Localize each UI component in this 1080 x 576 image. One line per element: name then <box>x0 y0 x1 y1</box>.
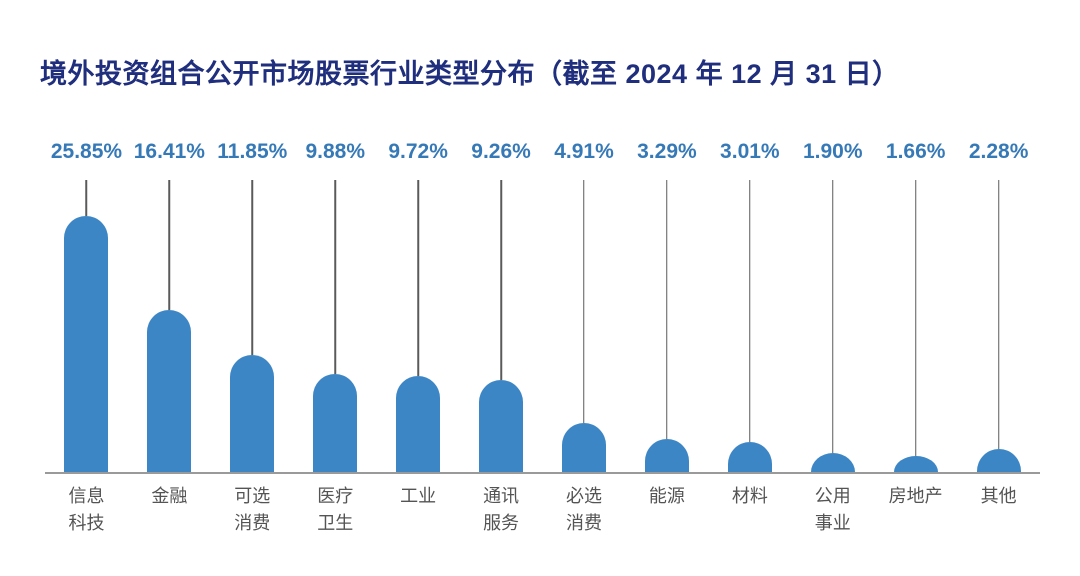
value-label: 2.28% <box>968 140 1029 163</box>
bar-column: 9.88% <box>294 140 377 472</box>
bar <box>313 374 358 472</box>
category-label: 工业 <box>400 485 437 506</box>
value-label: 9.26% <box>471 140 531 163</box>
value-label: 25.85% <box>50 140 123 163</box>
bar <box>479 380 524 472</box>
bar <box>976 449 1021 472</box>
bar-column: 11.85% <box>211 140 294 472</box>
stem-line <box>251 180 254 355</box>
bar <box>644 439 689 472</box>
stem-line <box>500 180 502 380</box>
bar <box>147 310 192 472</box>
x-axis-line <box>45 472 1040 474</box>
value-label: 9.88% <box>305 140 365 163</box>
bar-column: 3.01% <box>708 140 791 472</box>
bar-column: 4.91% <box>543 140 626 472</box>
value-label: 9.72% <box>388 140 448 163</box>
bar-chart: 25.85% 16.41% 11.85% 9.88% 9.72% 9.26% 4… <box>45 140 1040 537</box>
stem-line <box>914 180 917 456</box>
category-label: 材料 <box>731 485 768 506</box>
value-label: 1.66% <box>885 140 946 163</box>
stem-line <box>417 180 419 376</box>
category-label: 能源 <box>648 485 685 506</box>
value-label: 1.90% <box>802 140 863 163</box>
bar-column: 9.72% <box>377 140 460 472</box>
value-label: 4.91% <box>554 140 614 163</box>
value-label: 11.85% <box>217 140 288 163</box>
stem-line <box>85 180 88 216</box>
category-label: 必选 消费 <box>565 485 602 533</box>
value-label: 16.41% <box>133 140 205 163</box>
category-label: 可选 消费 <box>234 485 271 533</box>
category-label: 其他 <box>980 485 1017 506</box>
stem-line <box>334 180 336 374</box>
bar <box>64 216 109 472</box>
bar <box>727 442 772 472</box>
bar-column: 2.28% <box>957 140 1040 472</box>
stem-line <box>583 180 585 423</box>
page-title: 境外投资组合公开市场股票行业类型分布（截至 2024 年 12 月 31 日） <box>40 59 900 89</box>
category-label: 公用 事业 <box>814 485 851 533</box>
bar <box>230 355 275 472</box>
stem-line <box>168 180 171 310</box>
bar <box>396 376 441 472</box>
category-label: 房地产 <box>888 485 943 506</box>
bar-column: 1.66% <box>874 140 957 472</box>
bar <box>561 423 606 472</box>
stem-line <box>666 180 668 439</box>
category-label: 信息 科技 <box>68 485 105 533</box>
stem-line <box>997 180 1000 449</box>
value-label: 3.29% <box>637 140 697 163</box>
stem-line <box>749 180 751 442</box>
bar-columns: 25.85% 16.41% 11.85% 9.88% 9.72% 9.26% 4… <box>45 140 1040 472</box>
bar-column: 25.85% <box>45 140 128 472</box>
category-label: 通讯 服务 <box>483 485 520 533</box>
category-label: 医疗 卫生 <box>317 485 354 533</box>
bar-column: 1.90% <box>791 140 874 472</box>
bar-column: 9.26% <box>460 140 543 472</box>
category-labels-row: 信息 科技 金融 可选 消费 医疗 卫生 工业 通讯 服务 必选 消费 能源 材… <box>45 483 1040 537</box>
bar-column: 16.41% <box>128 140 211 472</box>
stem-line <box>832 180 834 453</box>
bar-column: 3.29% <box>625 140 708 472</box>
value-label: 3.01% <box>720 140 780 163</box>
bar <box>893 456 938 472</box>
category-label: 金融 <box>151 485 188 506</box>
bar <box>810 453 855 472</box>
